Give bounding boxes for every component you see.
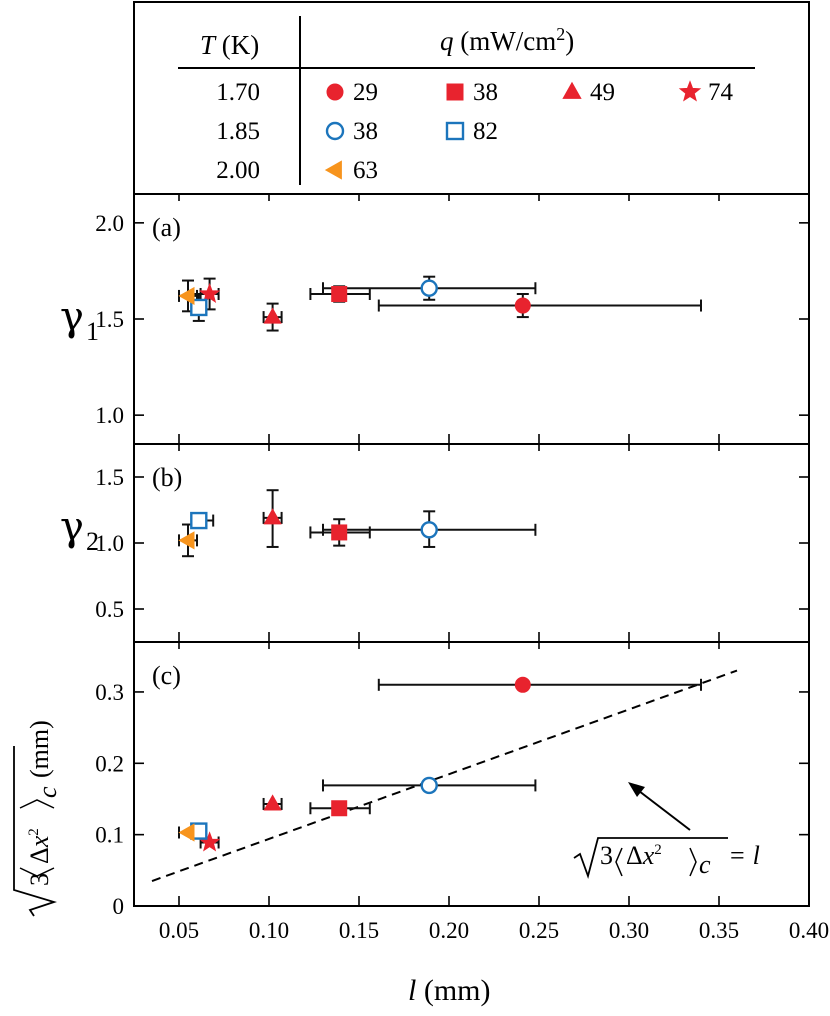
legend-label-0-1: 38 xyxy=(473,79,498,106)
panel-label-c: (c) xyxy=(152,661,181,690)
ylabel-c-delta: Δx2 xyxy=(25,828,54,864)
ylabel-b-subscript: 2 xyxy=(86,527,99,556)
annotation-arrow-shaft xyxy=(638,790,691,831)
point-c-1.85K-38 xyxy=(420,776,438,795)
annotation-delta: Δx2 xyxy=(626,841,662,870)
point-c-2.00K-63 xyxy=(178,823,195,842)
ylabel-a-subscript: 1 xyxy=(86,317,99,346)
ylabel-b-symbol: γ xyxy=(60,504,84,550)
ytick-label-c-0: 0 xyxy=(113,894,125,919)
annotation-rangle xyxy=(689,847,697,877)
ylabel-c-subscript: c xyxy=(33,786,62,798)
xtick-label-3: 0.20 xyxy=(429,918,469,943)
panel-label-a: (a) xyxy=(152,213,181,242)
xtick-label-7: 0.40 xyxy=(789,918,829,943)
xtick-label-2: 0.15 xyxy=(339,918,379,943)
point-a-1.85K-38 xyxy=(420,279,438,297)
ylabel-c-unit: (mm) xyxy=(25,720,54,778)
legend-table: T (K) q (mW/cm2) 1.70 29 38 49 74 1.85 38 82 2.0… xyxy=(133,1,810,195)
ytick-label-c-3: 0.3 xyxy=(95,680,124,705)
legend-header-temperature: T (K) xyxy=(200,30,259,60)
panel-frames xyxy=(133,193,810,907)
ylabel-a-symbol: γ xyxy=(60,294,84,340)
legend-label-2-0: 63 xyxy=(353,157,378,184)
legend-marker-0-1 xyxy=(446,83,464,101)
point-a-1.70K-29 xyxy=(514,297,531,314)
ytick-label-b-2: 1.5 xyxy=(95,465,124,490)
point-b-1.85K-82 xyxy=(190,511,208,530)
xtick-label-5: 0.30 xyxy=(609,918,649,943)
ylabel-c-radical xyxy=(13,746,57,917)
x-axis: 0.05 0.10 0.15 0.20 0.25 0.30 0.35 0.40 xyxy=(159,918,829,943)
legend-rows: 1.70 29 38 49 74 1.85 38 82 2.00 63 xyxy=(216,79,733,184)
ytick-label-a-1: 1.5 xyxy=(95,307,124,332)
ylabel-c-langle xyxy=(19,867,55,877)
legend-temperature-0: 1.70 xyxy=(216,79,260,106)
annotation-radical xyxy=(573,837,728,880)
point-a-1.85K-82 xyxy=(190,298,208,317)
panel-b: 0.5 1.0 1.5 (b) xyxy=(95,444,810,642)
ytick-label-c-1: 0.1 xyxy=(95,823,124,848)
legend-marker-1-1 xyxy=(445,121,465,141)
annotation-langle xyxy=(615,847,623,877)
panel-c: 0 0.1 0.2 0.3 (c) xyxy=(95,642,810,919)
legend-label-0-2: 49 xyxy=(590,79,615,106)
reference-line-c xyxy=(151,669,738,882)
ylabel-c: 3 Δx2 c (mm) xyxy=(13,720,62,917)
plot-frame xyxy=(133,193,810,907)
point-c-1.70K-29 xyxy=(514,676,531,693)
annotation-subscript: c xyxy=(699,850,711,879)
ylabel-c-three: 3 xyxy=(25,873,54,886)
data-b xyxy=(178,489,537,558)
annotation-rhs: = l xyxy=(730,841,760,870)
point-a-1.70K-49 xyxy=(263,307,282,324)
legend-label-1-0: 38 xyxy=(353,118,378,145)
annotation-arrowhead xyxy=(628,782,645,797)
xtick-label-1: 0.10 xyxy=(249,918,289,943)
point-b-1.70K-49 xyxy=(263,508,282,525)
ytick-label-a-2: 2.0 xyxy=(95,211,124,236)
legend-label-1-1: 82 xyxy=(473,118,498,145)
ytick-label-b-1: 1.0 xyxy=(95,531,124,556)
xtick-label-0: 0.05 xyxy=(159,918,199,943)
panel-label-b: (b) xyxy=(152,463,182,492)
point-b-2.00K-63 xyxy=(178,531,195,550)
ytick-label-b-0: 0.5 xyxy=(95,597,124,622)
legend-marker-0-3 xyxy=(678,80,702,102)
xtick-label-4: 0.25 xyxy=(519,918,559,943)
xtick-label-6: 0.35 xyxy=(699,918,739,943)
legend-label-0-3: 74 xyxy=(708,79,734,106)
legend-marker-0-0 xyxy=(326,83,344,101)
annotation-three: 3 xyxy=(600,841,613,870)
ylabel-b: γ 2 xyxy=(60,504,99,556)
legend-header-heat-flux: q (mW/cm2) xyxy=(440,24,574,56)
legend-marker-0-2 xyxy=(562,81,582,99)
point-c-1.70K-38 xyxy=(331,800,348,817)
legend-label-0-0: 29 xyxy=(353,79,378,106)
annotation-identity: 3 Δx2 c = l xyxy=(573,782,760,880)
point-b-1.70K-38 xyxy=(331,524,348,541)
ylabel-c-rangle xyxy=(19,799,55,809)
legend-temperature-1: 1.85 xyxy=(216,118,260,145)
legend-temperature-2: 2.00 xyxy=(216,157,260,184)
ylabel-a: γ 1 xyxy=(60,294,99,346)
ytick-label-a-0: 1.0 xyxy=(95,403,124,428)
point-b-1.85K-38 xyxy=(420,521,438,539)
point-a-1.70K-38 xyxy=(331,286,348,302)
panels: 1.0 1.5 2.0 (a) 0.5 1.0 1.5 (b) 0 0.1 0.2 0.3 (c) xyxy=(95,194,810,919)
point-a-2.00K-63 xyxy=(178,286,195,306)
point-a-1.70K-74 xyxy=(198,282,221,304)
legend-marker-1-0 xyxy=(325,121,345,141)
point-c-1.70K-49 xyxy=(263,794,282,811)
panel-a: 1.0 1.5 2.0 (a) xyxy=(95,194,810,444)
legend-marker-2-0 xyxy=(324,160,342,180)
data-a xyxy=(178,275,702,332)
x-axis-label: l (mm) xyxy=(408,974,491,1007)
ytick-label-c-2: 0.2 xyxy=(95,751,124,776)
data-c xyxy=(151,669,738,882)
